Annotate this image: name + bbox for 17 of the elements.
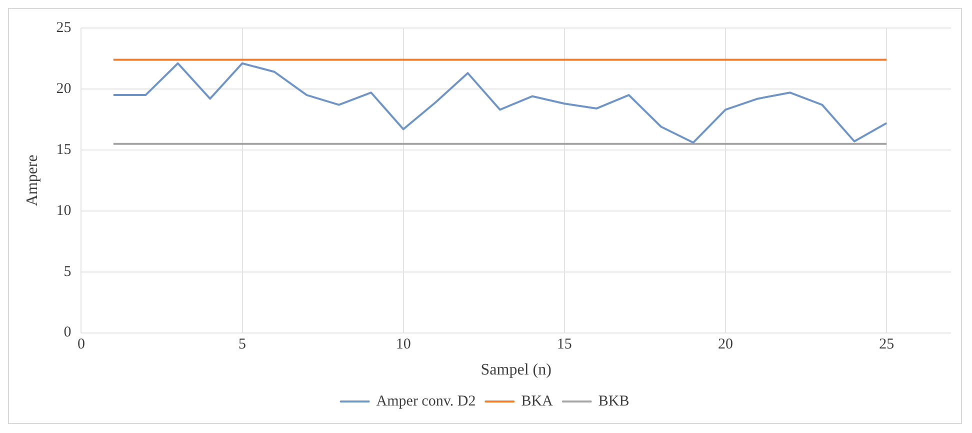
legend-label: BKA [521, 393, 554, 410]
x-axis-title: Sampel (n) [480, 362, 552, 379]
y-tick-label: 0 [64, 324, 72, 341]
y-tick-label: 20 [56, 80, 72, 97]
x-tick-label: 5 [238, 336, 246, 353]
y-tick-label: 25 [56, 20, 72, 36]
y-tick-label: 15 [56, 142, 72, 158]
y-tick-label: 5 [64, 264, 72, 280]
x-tick-label: 0 [77, 336, 85, 353]
x-tick-label: 20 [718, 336, 733, 353]
x-tick-label: 15 [556, 336, 572, 353]
y-axis-title: Ampere [24, 154, 41, 206]
y-tick-label: 10 [56, 202, 72, 219]
legend-label: BKB [598, 393, 630, 410]
legend-label: Amper conv. D2 [376, 393, 476, 410]
x-tick-label: 25 [879, 336, 894, 353]
x-tick-label: 10 [396, 336, 411, 353]
